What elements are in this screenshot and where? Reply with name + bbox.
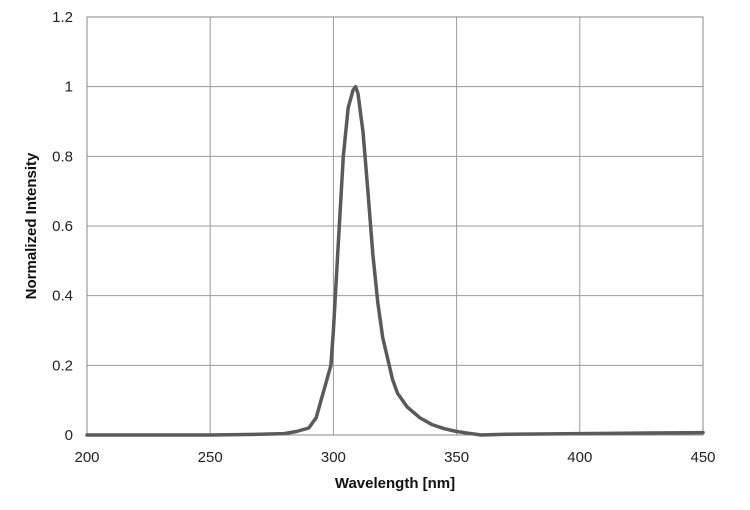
x-tick-label: 400	[567, 449, 592, 466]
y-tick-label: 0.8	[52, 148, 73, 165]
y-tick-label: 1.2	[52, 9, 73, 26]
y-tick-label: 0.4	[52, 288, 73, 305]
x-tick-label: 200	[74, 449, 99, 466]
y-tick-label: 0.6	[52, 218, 73, 235]
series-line	[85, 84, 705, 437]
grid	[86, 16, 704, 436]
y-tick-label: 1	[65, 79, 73, 96]
x-tick-label: 450	[690, 449, 715, 466]
y-tick-label: 0.2	[52, 357, 73, 374]
x-tick-label: 300	[321, 449, 346, 466]
y-tick-labels: 0 0.2 0.4 0.6 0.8 1 1.2	[52, 9, 73, 444]
y-axis-label: Normalized Intensity	[23, 152, 40, 299]
x-tick-label: 250	[198, 449, 223, 466]
x-tick-label: 350	[444, 449, 469, 466]
plot-frame	[86, 16, 704, 436]
x-axis-label: Wavelength [nm]	[335, 475, 455, 492]
x-tick-labels: 200 250 300 350 400 450	[74, 449, 715, 466]
y-tick-label: 0	[65, 427, 73, 444]
